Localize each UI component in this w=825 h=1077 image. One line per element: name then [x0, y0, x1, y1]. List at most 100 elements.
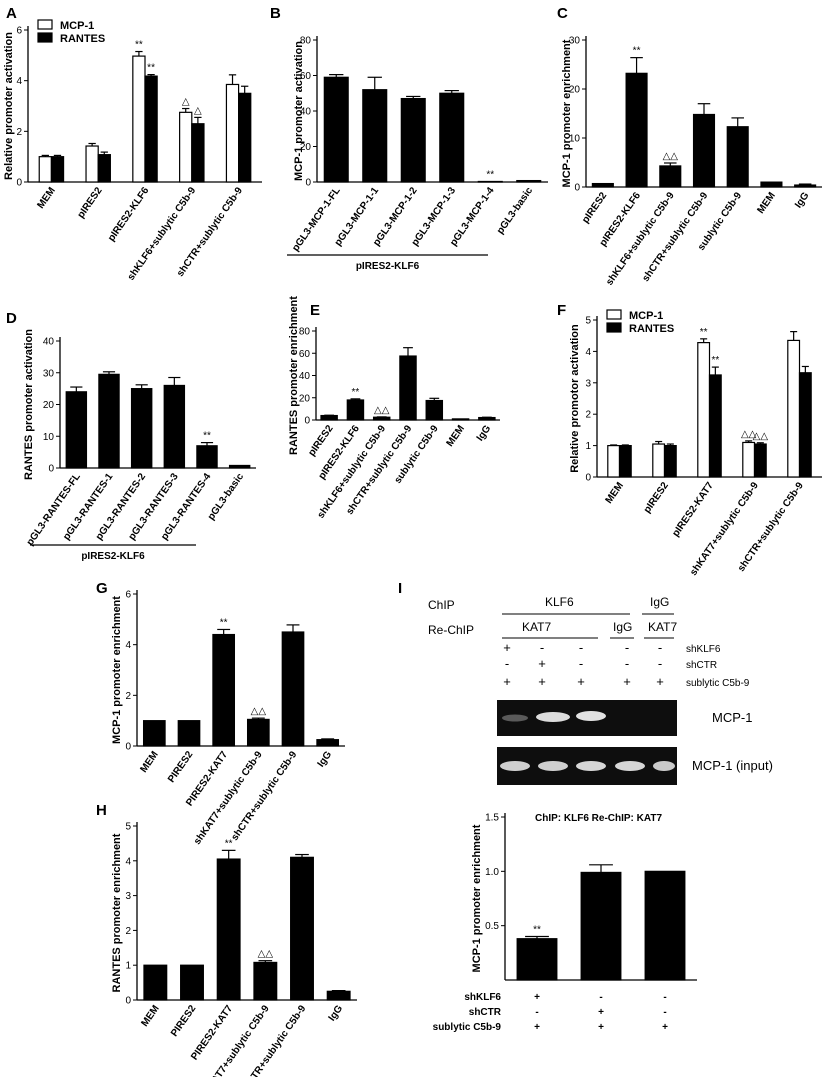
panel-d-bar-data-pgl3-rantes-3 [163, 384, 186, 469]
panel-h-ytick-label: 4 [125, 856, 131, 867]
panel-label-a: A [6, 5, 17, 22]
panel-a-significance-mark: △ [182, 97, 190, 108]
gel-input-band-4 [615, 761, 645, 771]
panel-f-legend-swatch-mcp-1 [606, 309, 622, 320]
blot-condition-marks: + - - - -- + - - -+ + + + + [503, 640, 664, 689]
rechip-kat7-label: KAT7 [522, 620, 551, 634]
panel-c-significance-mark: △△ [663, 151, 679, 162]
panel-label-f: F [557, 302, 566, 319]
panel-a-bar-mcp-1-pires2-klf6 [132, 55, 146, 183]
panel-d-ylabel: RANTES promoter activation [23, 329, 35, 480]
panel-g-bar-data-shctr-sublytic-c5b-9 [281, 631, 305, 747]
panel-d-bar-data-pgl3-rantes-1 [98, 373, 120, 469]
chip-klf6-label: KLF6 [545, 595, 574, 609]
panel-a-ylabel: Relative promoter activation [3, 32, 15, 180]
panel-label-c: C [557, 5, 568, 22]
panel-h-bar-data-pires2-kat7 [216, 858, 241, 1001]
panel-e-ytick-label: 20 [299, 393, 311, 404]
panel-e-bar-data-pires2 [320, 414, 338, 421]
gel-input-band-3 [576, 761, 606, 771]
panel-h-ytick-label: 0 [125, 996, 131, 1007]
panel-c-category-label: IgG [793, 190, 812, 210]
panel-a-legend-label-rantes: RANTES [60, 33, 105, 45]
panel-g-category-label: PIRES2 [166, 749, 196, 785]
panel-b-ytick-label: 40 [300, 107, 312, 118]
panel-h-category-label: PIRES2 [169, 1003, 199, 1039]
panel-i-bar-data-3 [644, 870, 686, 981]
gel-input-band-1 [500, 761, 530, 771]
panel-h-bar-data-mem [143, 964, 168, 1001]
panel-a-bar-mcp-1-shctr-sublytic-c5b-9 [225, 83, 240, 183]
panel-c-ytick-label: 30 [569, 36, 581, 47]
panel-b-bar-data-pgl3-mcp-1-1 [362, 89, 388, 183]
panel-f-ytick-label: 3 [585, 378, 591, 389]
blot-condition-mark: + [503, 674, 511, 689]
panel-c-bar-data-shklf6-sublytic-c5b-9 [659, 165, 682, 188]
panel-e-category-label: MEM [445, 423, 467, 448]
chip-blot: ChIP Re-ChIP KLF6 IgG KAT7 IgG KAT7 + - - -… [428, 595, 773, 785]
panel-f-ytick-label: 2 [585, 410, 591, 421]
panel-h-ytick-label: 1 [125, 961, 131, 972]
panel-f-bar-mcp-1-pires2-kat7 [697, 342, 711, 478]
panel-b-bar-data-pgl3-mcp-1-3 [439, 92, 465, 183]
gel-mcp1-band-3 [576, 711, 606, 721]
panel-h-ytick-label: 3 [125, 891, 131, 902]
panel-d-bar-data-pgl3-basic [228, 464, 251, 469]
panel-i-condition-label: shKLF6 [464, 992, 501, 1003]
panel-a-legend-swatch-rantes [37, 32, 53, 43]
panel-c-bar-data-pires2-klf6 [625, 72, 648, 188]
panel-f-ytick-label: 0 [585, 473, 591, 484]
panel-i-condition-mark: + [598, 1022, 604, 1033]
panel-b-bar-data-pgl3-mcp-1-fl [323, 76, 349, 183]
blot-condition-mark: - [625, 656, 629, 671]
panel-h-significance-mark: △△ [258, 949, 274, 960]
panel-b-ytick-label: 80 [300, 36, 312, 47]
panel-h-bar-data-shctr-sublytic-c5b-9 [290, 856, 314, 1001]
panel-c-bar-data-mem [760, 181, 783, 188]
panel-i-condition-mark: + [534, 992, 540, 1003]
panel-c-bar-data-igg [794, 184, 817, 188]
panel-h-ylabel: RANTES promoter enrichment [111, 833, 123, 992]
panel-g-ytick-label: 0 [125, 742, 131, 753]
panel-i-bar-data-2 [580, 871, 622, 981]
panel-g-bar-data-pires2-kat7 [212, 633, 236, 747]
panel-c-ytick-label: 20 [569, 85, 581, 96]
blot-condition-mark: - [505, 656, 509, 671]
panel-a-bar-rantes-pires2 [97, 154, 111, 183]
gel-mcp1-band-2 [536, 712, 570, 722]
panel-c-category-label: pIRES2 [580, 190, 609, 225]
panel-f-bar-rantes-shctr-sublytic-c5b-9 [798, 372, 812, 478]
panel-e-bar-data-mem [451, 418, 470, 421]
panel-g-ytick-label: 4 [125, 640, 131, 651]
panel-i-condition-label: shCTR [469, 1007, 502, 1018]
panel-g-bar-data-shkat7-sublytic-c5b-9 [246, 718, 270, 747]
panel-g-bar-data-mem [142, 720, 166, 747]
panel-a-ytick-label: 4 [16, 76, 22, 87]
gel-input-band-5 [653, 761, 675, 771]
gel-input-label: MCP-1 (input) [692, 758, 773, 773]
panel-f-category-label: pIRES2 [642, 480, 671, 515]
panel-c-bar-data-pires2 [591, 182, 614, 188]
panel-a-legend-swatch-mcp-1 [37, 19, 53, 30]
panel-b-ytick-label: 0 [305, 178, 311, 189]
panel-e-ylabel: RANTES promoter enrichment [288, 296, 300, 455]
blot-condition-mark: + [623, 674, 631, 689]
panel-c-bar-data-sublytic-c5b-9 [726, 126, 749, 188]
panel-e-bar-data-shklf6-sublytic-c5b-9 [372, 416, 391, 421]
panel-d-ytick-label: 40 [43, 337, 55, 348]
panel-e-bar-data-shctr-sublytic-c5b-9 [399, 355, 417, 421]
panel-a-bar-rantes-mem [50, 156, 65, 183]
panel-c-bar-data-shctr-sublytic-c5b-9 [692, 113, 716, 188]
panel-e-ytick-label: 40 [299, 371, 311, 382]
panel-b-ylabel: MCP-1 promoter activation [293, 41, 305, 181]
panel-g-category-label: IgG [316, 749, 335, 769]
panel-a-category-label: pIRES2-KLF6 [106, 185, 152, 244]
panel-h-category-label: MEM [139, 1003, 161, 1028]
panel-e-significance-mark: △△ [374, 405, 390, 416]
panel-f-bar-mcp-1-shctr-sublytic-c5b-9 [787, 339, 801, 478]
panel-c-category-label: shKLF6+sublytic C5b-9 [604, 190, 677, 287]
